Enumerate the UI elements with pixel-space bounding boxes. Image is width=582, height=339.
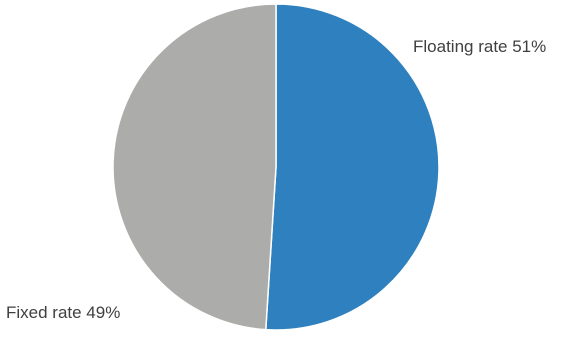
- pie-labels: Floating rate 51% Fixed rate 49%: [6, 37, 546, 322]
- pie-slice-floating-rate: [264, 3, 440, 331]
- slice-label-floating-rate: Floating rate 51%: [413, 37, 546, 56]
- pie-slice-fixed-rate: [112, 3, 277, 331]
- pie-slices: [112, 3, 440, 331]
- slice-label-fixed-rate: Fixed rate 49%: [6, 303, 120, 322]
